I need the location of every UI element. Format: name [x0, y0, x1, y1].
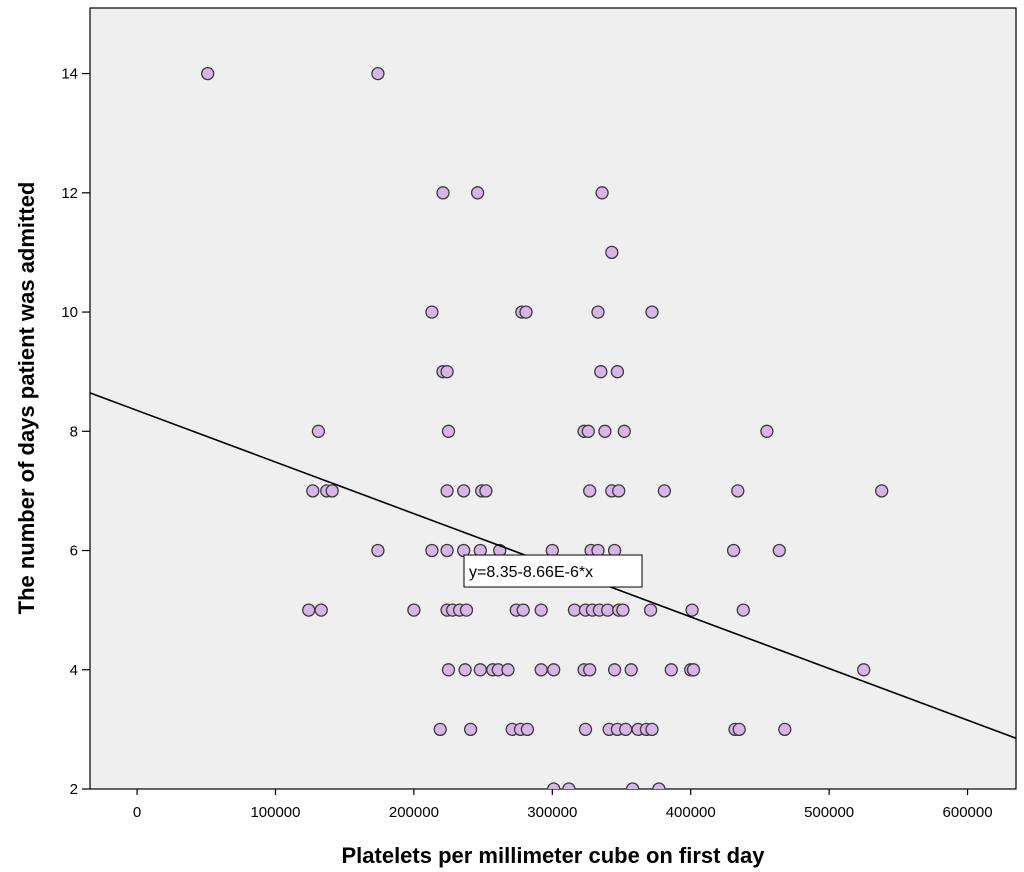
data-point: [581, 424, 595, 438]
data-point: [407, 603, 421, 617]
y-tick-label: 2: [70, 781, 78, 798]
data-point: [875, 484, 889, 498]
data-point: [425, 543, 439, 558]
data-point: [601, 603, 615, 617]
data-point: [617, 424, 631, 438]
x-tick-label: 300000: [527, 804, 577, 821]
y-tick-label: 4: [70, 662, 78, 679]
data-point: [441, 424, 456, 438]
data-point: [594, 365, 608, 379]
data-point: [425, 305, 439, 319]
data-point: [501, 663, 515, 677]
data-point: [619, 722, 633, 737]
data-point: [610, 365, 625, 379]
data-point: [459, 603, 474, 617]
data-point: [645, 305, 659, 319]
regression-equation-label: y=8.35-8.66E-6*x: [463, 554, 643, 588]
data-point: [567, 603, 582, 617]
data-point: [433, 722, 447, 737]
data-point: [311, 424, 326, 438]
data-point: [731, 484, 745, 498]
data-point: [607, 663, 622, 677]
data-point: [778, 722, 792, 737]
y-tick-label: 10: [61, 304, 78, 321]
data-point: [534, 603, 548, 617]
data-point: [520, 722, 535, 737]
plot-area: [89, 7, 1017, 790]
data-point: [314, 603, 328, 617]
data-point: [732, 722, 746, 737]
data-point: [458, 663, 472, 677]
y-tick-label: 6: [70, 543, 78, 560]
data-point: [562, 782, 576, 789]
regression-equation-text: y=8.35-8.66E-6*x: [469, 564, 593, 581]
data-point: [857, 663, 871, 677]
y-axis-title: The number of days patient was admitted: [14, 182, 39, 615]
data-point: [519, 305, 533, 319]
data-point: [440, 365, 454, 379]
data-point: [664, 663, 678, 677]
data-point: [685, 603, 699, 617]
data-point: [325, 484, 339, 498]
data-point: [652, 782, 666, 789]
data-point: [605, 245, 619, 260]
data-point: [583, 663, 597, 677]
data-point: [457, 484, 471, 498]
x-tick-label: 400000: [666, 804, 716, 821]
data-point: [534, 663, 548, 677]
data-point: [436, 186, 450, 200]
data-point: [616, 603, 630, 617]
x-tick-label: 200000: [389, 804, 439, 821]
data-point: [657, 484, 672, 498]
y-tick-label: 12: [61, 185, 78, 202]
data-point: [371, 543, 385, 558]
data-points: [201, 66, 889, 789]
data-point: [598, 424, 612, 438]
data-point: [306, 484, 320, 498]
data-point: [736, 603, 750, 617]
y-tick-label: 14: [61, 66, 78, 83]
data-point: [625, 782, 640, 789]
data-point: [473, 663, 487, 677]
data-point: [645, 722, 659, 737]
data-point: [440, 543, 454, 558]
data-point: [470, 186, 485, 200]
data-point: [612, 484, 626, 498]
x-tick-label: 600000: [943, 804, 993, 821]
data-point: [201, 66, 215, 81]
data-point: [302, 603, 316, 617]
data-point: [726, 543, 741, 558]
data-point: [547, 782, 561, 789]
data-point: [591, 305, 605, 319]
x-axis: 0 100000 200000 300000 400000 500000 600000: [133, 789, 993, 821]
regression-equation-box: [463, 554, 643, 588]
data-point: [516, 603, 530, 617]
data-point: [479, 484, 493, 498]
data-point: [643, 603, 658, 617]
data-point: [772, 543, 786, 558]
data-point: [578, 722, 593, 737]
y-tick-label: 8: [70, 423, 78, 440]
data-point: [441, 663, 456, 677]
data-point: [547, 663, 561, 677]
y-axis: 2 4 6 8 10 12 14: [61, 66, 90, 798]
data-point: [686, 663, 701, 677]
data-point: [440, 484, 454, 498]
data-point: [463, 722, 478, 737]
x-tick-label: 0: [133, 804, 141, 821]
x-axis-title: Platelets per millimeter cube on first d…: [341, 843, 765, 868]
data-point: [624, 663, 638, 677]
data-point: [583, 484, 597, 498]
x-tick-label: 500000: [804, 804, 854, 821]
data-point: [595, 186, 609, 200]
x-tick-label: 100000: [250, 804, 300, 821]
data-point: [760, 424, 774, 438]
data-point: [371, 66, 385, 81]
